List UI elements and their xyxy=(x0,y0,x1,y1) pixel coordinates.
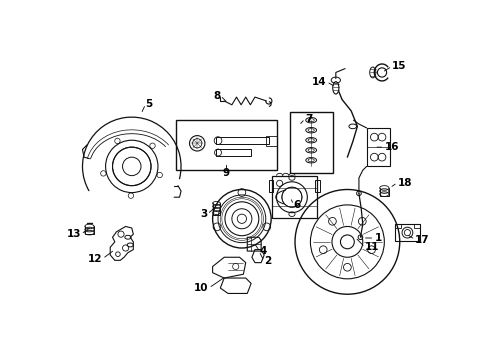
Text: 6: 6 xyxy=(294,200,301,210)
Text: 15: 15 xyxy=(392,61,407,71)
Bar xyxy=(291,112,333,172)
Bar xyxy=(217,149,251,156)
Text: 17: 17 xyxy=(415,235,430,244)
Bar xyxy=(266,136,276,145)
Text: 11: 11 xyxy=(365,242,380,252)
Bar xyxy=(414,224,420,228)
Text: 13: 13 xyxy=(67,229,81,239)
Bar xyxy=(367,128,390,166)
Bar xyxy=(269,180,273,192)
Bar xyxy=(176,120,276,170)
Text: 9: 9 xyxy=(223,167,230,177)
Text: 18: 18 xyxy=(397,177,412,188)
Bar xyxy=(217,137,269,144)
Text: 16: 16 xyxy=(384,142,399,152)
Bar xyxy=(395,224,420,241)
Bar xyxy=(395,224,401,228)
Text: 4: 4 xyxy=(260,246,267,256)
Bar xyxy=(272,176,317,218)
Text: 8: 8 xyxy=(213,91,220,100)
Text: 14: 14 xyxy=(312,77,327,87)
Text: 1: 1 xyxy=(374,233,382,243)
Text: 7: 7 xyxy=(305,114,313,123)
Text: 5: 5 xyxy=(146,99,153,109)
Text: 3: 3 xyxy=(200,209,207,219)
Bar xyxy=(315,180,319,192)
Text: 10: 10 xyxy=(194,283,209,293)
Text: 2: 2 xyxy=(264,256,271,266)
Text: 12: 12 xyxy=(88,254,102,264)
